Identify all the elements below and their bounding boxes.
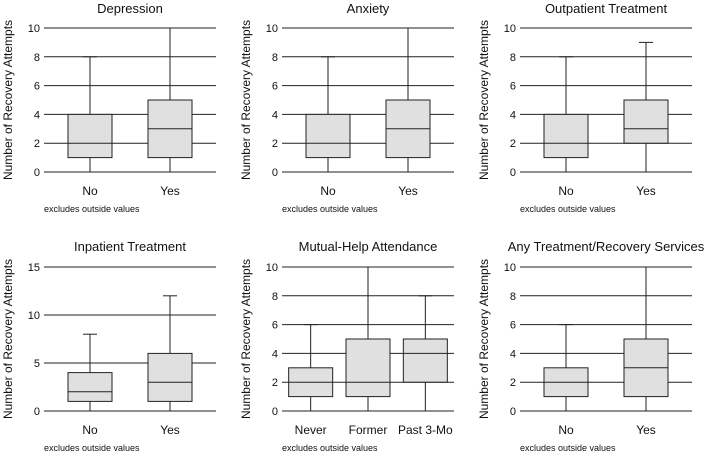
y-tick-label: 2 xyxy=(272,377,278,389)
y-axis-label: Number of Recovery Attempts xyxy=(239,259,253,419)
y-tick-label: 6 xyxy=(272,81,278,93)
x-category-label: Yes xyxy=(160,423,180,437)
panel-1: Depression Number of Recovery Attempts 0 2 4… xyxy=(1,1,216,214)
iqr-box xyxy=(345,338,391,398)
panel-title: Mutual-Help Attendance xyxy=(299,239,438,254)
box-yes xyxy=(147,27,193,173)
x-category-label: No xyxy=(320,184,336,198)
box-no xyxy=(543,56,589,173)
y-axis-label: Number of Recovery Attempts xyxy=(1,259,15,419)
y-tick-label: 10 xyxy=(266,23,278,35)
iqr-box xyxy=(543,113,589,159)
y-tick-label: 6 xyxy=(272,320,278,332)
x-category-label: No xyxy=(82,184,98,198)
iqr-box xyxy=(305,113,351,159)
y-tick-label: 4 xyxy=(510,348,516,360)
y-axis-label: Number of Recovery Attempts xyxy=(239,20,253,180)
panel-title: Depression xyxy=(97,1,163,16)
y-axis-label: Number of Recovery Attempts xyxy=(477,259,491,419)
y-tick-label: 10 xyxy=(28,23,40,35)
panel-2: Anxiety Number of Recovery Attempts 0 2 4 6 8 1… xyxy=(239,1,454,214)
y-tick-label: 4 xyxy=(510,109,516,121)
y-tick-label: 8 xyxy=(510,291,516,303)
y-tick-label: 2 xyxy=(510,377,516,389)
excludes-outside-note: excludes outside values xyxy=(44,443,140,453)
y-tick-label: 0 xyxy=(510,167,516,179)
x-category-label: Yes xyxy=(636,423,656,437)
panel-title: Outpatient Treatment xyxy=(545,1,668,16)
y-tick-label: 0 xyxy=(272,167,278,179)
y-tick-label: 8 xyxy=(272,52,278,64)
x-category-label: Never xyxy=(295,423,327,437)
box-no xyxy=(543,324,589,412)
y-tick-label: 0 xyxy=(34,167,40,179)
y-tick-label: 8 xyxy=(272,291,278,303)
y-axis-label: Number of Recovery Attempts xyxy=(1,20,15,180)
x-category-label: Former xyxy=(349,423,388,437)
box-former xyxy=(345,266,391,412)
panel-6: Any Treatment/Recovery Services Number of… xyxy=(477,239,705,453)
y-tick-label: 2 xyxy=(34,138,40,150)
y-tick-label: 4 xyxy=(34,109,40,121)
y-tick-label: 6 xyxy=(510,81,516,93)
x-category-label: No xyxy=(558,184,574,198)
y-tick-label: 8 xyxy=(34,52,40,64)
iqr-box xyxy=(67,113,113,159)
excludes-outside-note: excludes outside values xyxy=(282,204,378,214)
y-tick-label: 10 xyxy=(504,23,516,35)
iqr-box xyxy=(623,99,669,144)
y-tick-label: 0 xyxy=(272,406,278,418)
x-category-label: Yes xyxy=(398,184,418,198)
iqr-box xyxy=(402,338,448,383)
x-category-label: No xyxy=(558,423,574,437)
panel-title: Any Treatment/Recovery Services xyxy=(508,239,705,254)
excludes-outside-note: excludes outside values xyxy=(520,443,616,453)
y-tick-label: 4 xyxy=(272,109,278,121)
iqr-box xyxy=(147,352,193,402)
box-no xyxy=(67,333,113,412)
panel-5: Mutual-Help Attendance Number of Recovery… xyxy=(239,239,454,453)
y-tick-label: 6 xyxy=(510,320,516,332)
box-yes xyxy=(385,27,431,173)
y-axis-label: Number of Recovery Attempts xyxy=(477,20,491,180)
box-no xyxy=(305,56,351,173)
y-tick-label: 0 xyxy=(510,406,516,418)
box-yes xyxy=(623,41,669,173)
x-category-label: Past 3-Mo xyxy=(398,423,453,437)
x-category-label: Yes xyxy=(160,184,180,198)
iqr-box xyxy=(67,372,113,402)
panel-title: Anxiety xyxy=(347,1,390,16)
excludes-outside-note: excludes outside values xyxy=(282,443,378,453)
y-tick-label: 2 xyxy=(510,138,516,150)
panel-4: Inpatient Treatment Number of Recovery At… xyxy=(1,239,216,453)
panel-title: Inpatient Treatment xyxy=(74,239,186,254)
y-tick-label: 2 xyxy=(272,138,278,150)
y-tick-label: 4 xyxy=(272,348,278,360)
box-no xyxy=(67,56,113,173)
box-yes xyxy=(147,295,193,412)
y-tick-label: 15 xyxy=(28,262,40,274)
excludes-outside-note: excludes outside values xyxy=(520,204,616,214)
y-tick-label: 0 xyxy=(34,406,40,418)
y-tick-label: 5 xyxy=(34,358,40,370)
x-category-label: No xyxy=(82,423,98,437)
y-tick-label: 10 xyxy=(28,310,40,322)
y-tick-label: 6 xyxy=(34,81,40,93)
box-never xyxy=(288,324,334,412)
x-category-label: Yes xyxy=(636,184,656,198)
y-tick-label: 10 xyxy=(504,262,516,274)
y-tick-label: 10 xyxy=(266,262,278,274)
box-past-3-mo xyxy=(402,295,448,412)
y-tick-label: 8 xyxy=(510,52,516,64)
box-yes xyxy=(623,266,669,412)
excludes-outside-note: excludes outside values xyxy=(44,204,140,214)
panel-3: Outpatient Treatment Number of Recovery A… xyxy=(477,1,692,214)
